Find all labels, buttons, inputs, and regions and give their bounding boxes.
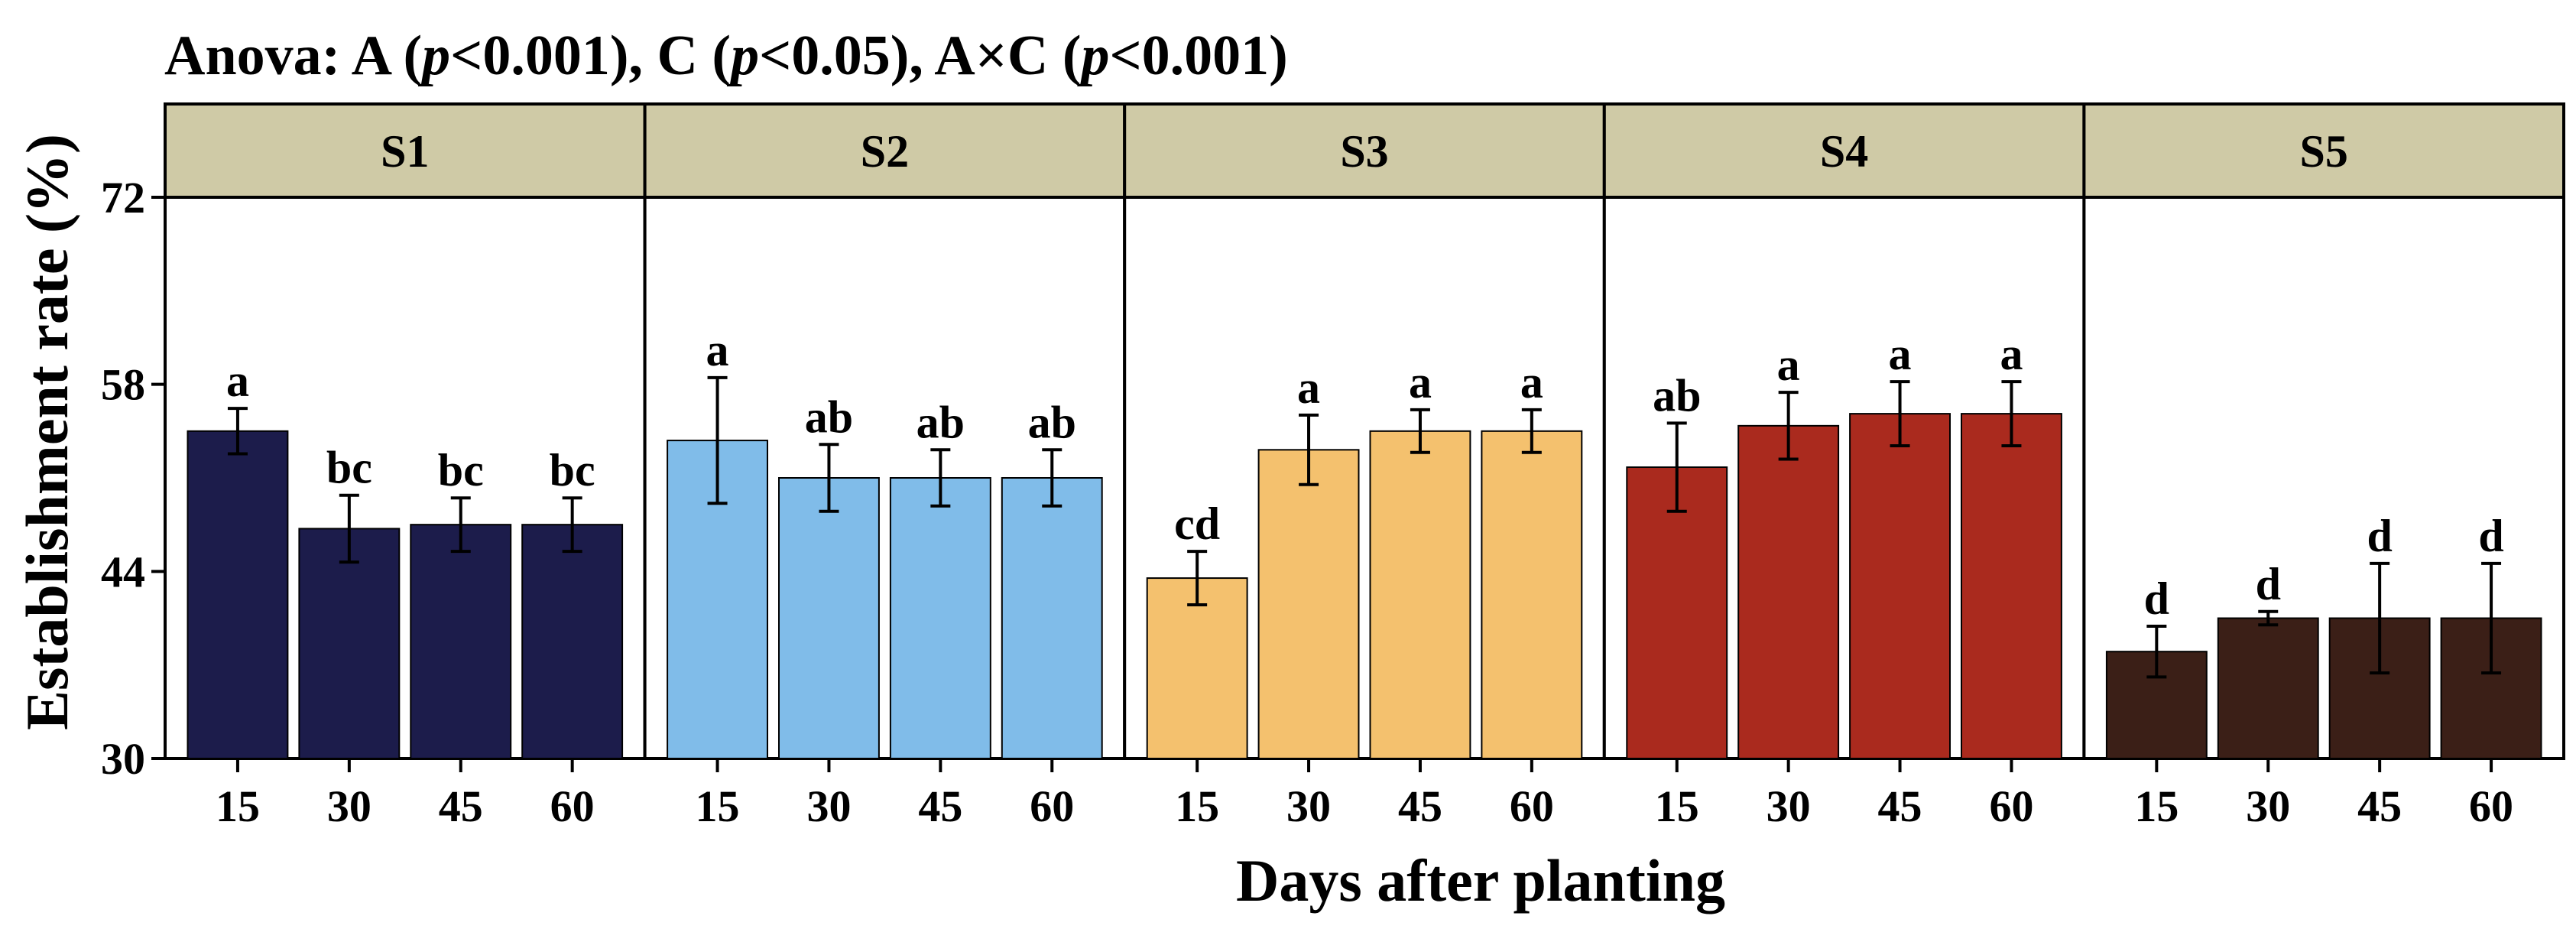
panel-s4: S4 ab 15 a 30 a 45 a 60 <box>1602 102 2086 831</box>
title-part: <0.001) <box>1109 24 1287 87</box>
y-tick-label: 72 <box>101 173 145 223</box>
panel-s2: S2 a 15 ab 30 ab 45 ab 60 <box>643 102 1127 831</box>
chart-title: Anova: A (p<0.001), C (p<0.05), A×C (p<0… <box>164 24 1288 87</box>
bar <box>1369 430 1471 759</box>
significance-letter: ab <box>917 397 965 447</box>
x-tick-label: 60 <box>1989 781 2033 831</box>
panel-strip-label: S2 <box>861 126 909 177</box>
y-axis: 30 44 58 72 <box>101 173 165 784</box>
y-axis-label: Establishment rate (%) <box>14 134 80 730</box>
significance-letter: a <box>226 356 249 406</box>
y-tick-label: 58 <box>101 360 145 410</box>
x-tick-label: 30 <box>327 781 371 831</box>
x-tick-label: 15 <box>1655 781 1699 831</box>
significance-letter: a <box>1409 357 1432 408</box>
significance-letter: a <box>1520 357 1543 408</box>
x-tick-label: 60 <box>1030 781 1074 831</box>
bar <box>521 524 624 760</box>
x-tick-label: 30 <box>1286 781 1331 831</box>
x-tick-label: 45 <box>439 781 483 831</box>
y-tick-label: 30 <box>101 734 145 784</box>
title-part: p <box>726 24 759 87</box>
significance-letter: bc <box>438 445 484 495</box>
y-tick-label: 44 <box>101 547 145 596</box>
x-tick-label: 30 <box>2246 781 2290 831</box>
significance-letter: d <box>2256 559 2281 609</box>
x-tick-label: 45 <box>1878 781 1922 831</box>
x-tick-label: 30 <box>806 781 851 831</box>
bar <box>298 528 401 760</box>
significance-letter: ab <box>1653 370 1701 421</box>
panel-s5: S5 d 15 d 30 d 45 d 60 <box>2082 102 2565 831</box>
x-tick-label: 15 <box>1175 781 1219 831</box>
bar <box>1146 577 1248 759</box>
x-tick-label: 60 <box>550 781 595 831</box>
significance-letter: a <box>1777 339 1800 390</box>
significance-letter: d <box>2144 573 2169 624</box>
bar <box>1257 449 1360 759</box>
x-tick-label: 45 <box>2357 781 2402 831</box>
bar <box>778 477 880 759</box>
panel-strip <box>164 102 647 199</box>
panel-strip-label: S3 <box>1340 126 1388 177</box>
significance-letter: a <box>1297 362 1320 413</box>
bar <box>187 430 289 759</box>
x-tick-label: 60 <box>1510 781 1554 831</box>
significance-letter: a <box>2000 329 2023 379</box>
bar <box>889 477 991 759</box>
bar <box>1626 466 1728 759</box>
x-tick-label: 15 <box>696 781 740 831</box>
panel-strip <box>1123 102 1606 199</box>
bar <box>2217 617 2319 759</box>
bar <box>1961 413 2062 759</box>
panel-strip <box>1602 102 2086 199</box>
significance-letter: a <box>706 325 729 375</box>
significance-letter: cd <box>1174 499 1220 549</box>
bar <box>410 524 512 760</box>
title-part: <0.001), C ( <box>450 24 731 87</box>
bar <box>1849 413 1951 759</box>
x-tick-label: 60 <box>2469 781 2513 831</box>
bar <box>1481 430 1583 759</box>
x-tick-label: 30 <box>1767 781 1811 831</box>
x-axis-label: Days after planting <box>1236 847 1725 914</box>
significance-letter: bc <box>550 445 595 495</box>
panel-strip-label: S1 <box>381 126 429 177</box>
panel-strip-label: S5 <box>2300 126 2348 177</box>
x-tick-label: 45 <box>918 781 962 831</box>
title-part: <0.05), A×C ( <box>759 24 1081 87</box>
significance-letter: ab <box>805 391 853 442</box>
title-part: p <box>417 24 450 87</box>
panels: S1 a 15 bc 30 bc 45 bc 60 S2 a 15 ab 30 ab 45 ab 60 S3 cd 15… <box>164 102 2565 831</box>
significance-letter: d <box>2478 511 2503 561</box>
title-part: Anova: A ( <box>164 24 422 87</box>
panel-s3: S3 cd 15 a 30 a 45 a 60 <box>1123 102 1606 831</box>
panel-s1: S1 a 15 bc 30 bc 45 bc 60 <box>164 102 647 831</box>
significance-letter: ab <box>1028 397 1076 447</box>
title-part: p <box>1076 24 1109 87</box>
x-tick-label: 15 <box>216 781 260 831</box>
significance-letter: bc <box>326 443 372 493</box>
significance-letter: d <box>2367 511 2392 561</box>
bar <box>1737 424 1840 759</box>
bar <box>1001 477 1103 759</box>
x-tick-label: 45 <box>1398 781 1442 831</box>
panel-strip <box>2082 102 2565 199</box>
x-tick-label: 15 <box>2134 781 2179 831</box>
panel-strip-label: S4 <box>1820 126 1868 177</box>
significance-letter: a <box>1889 329 1912 379</box>
